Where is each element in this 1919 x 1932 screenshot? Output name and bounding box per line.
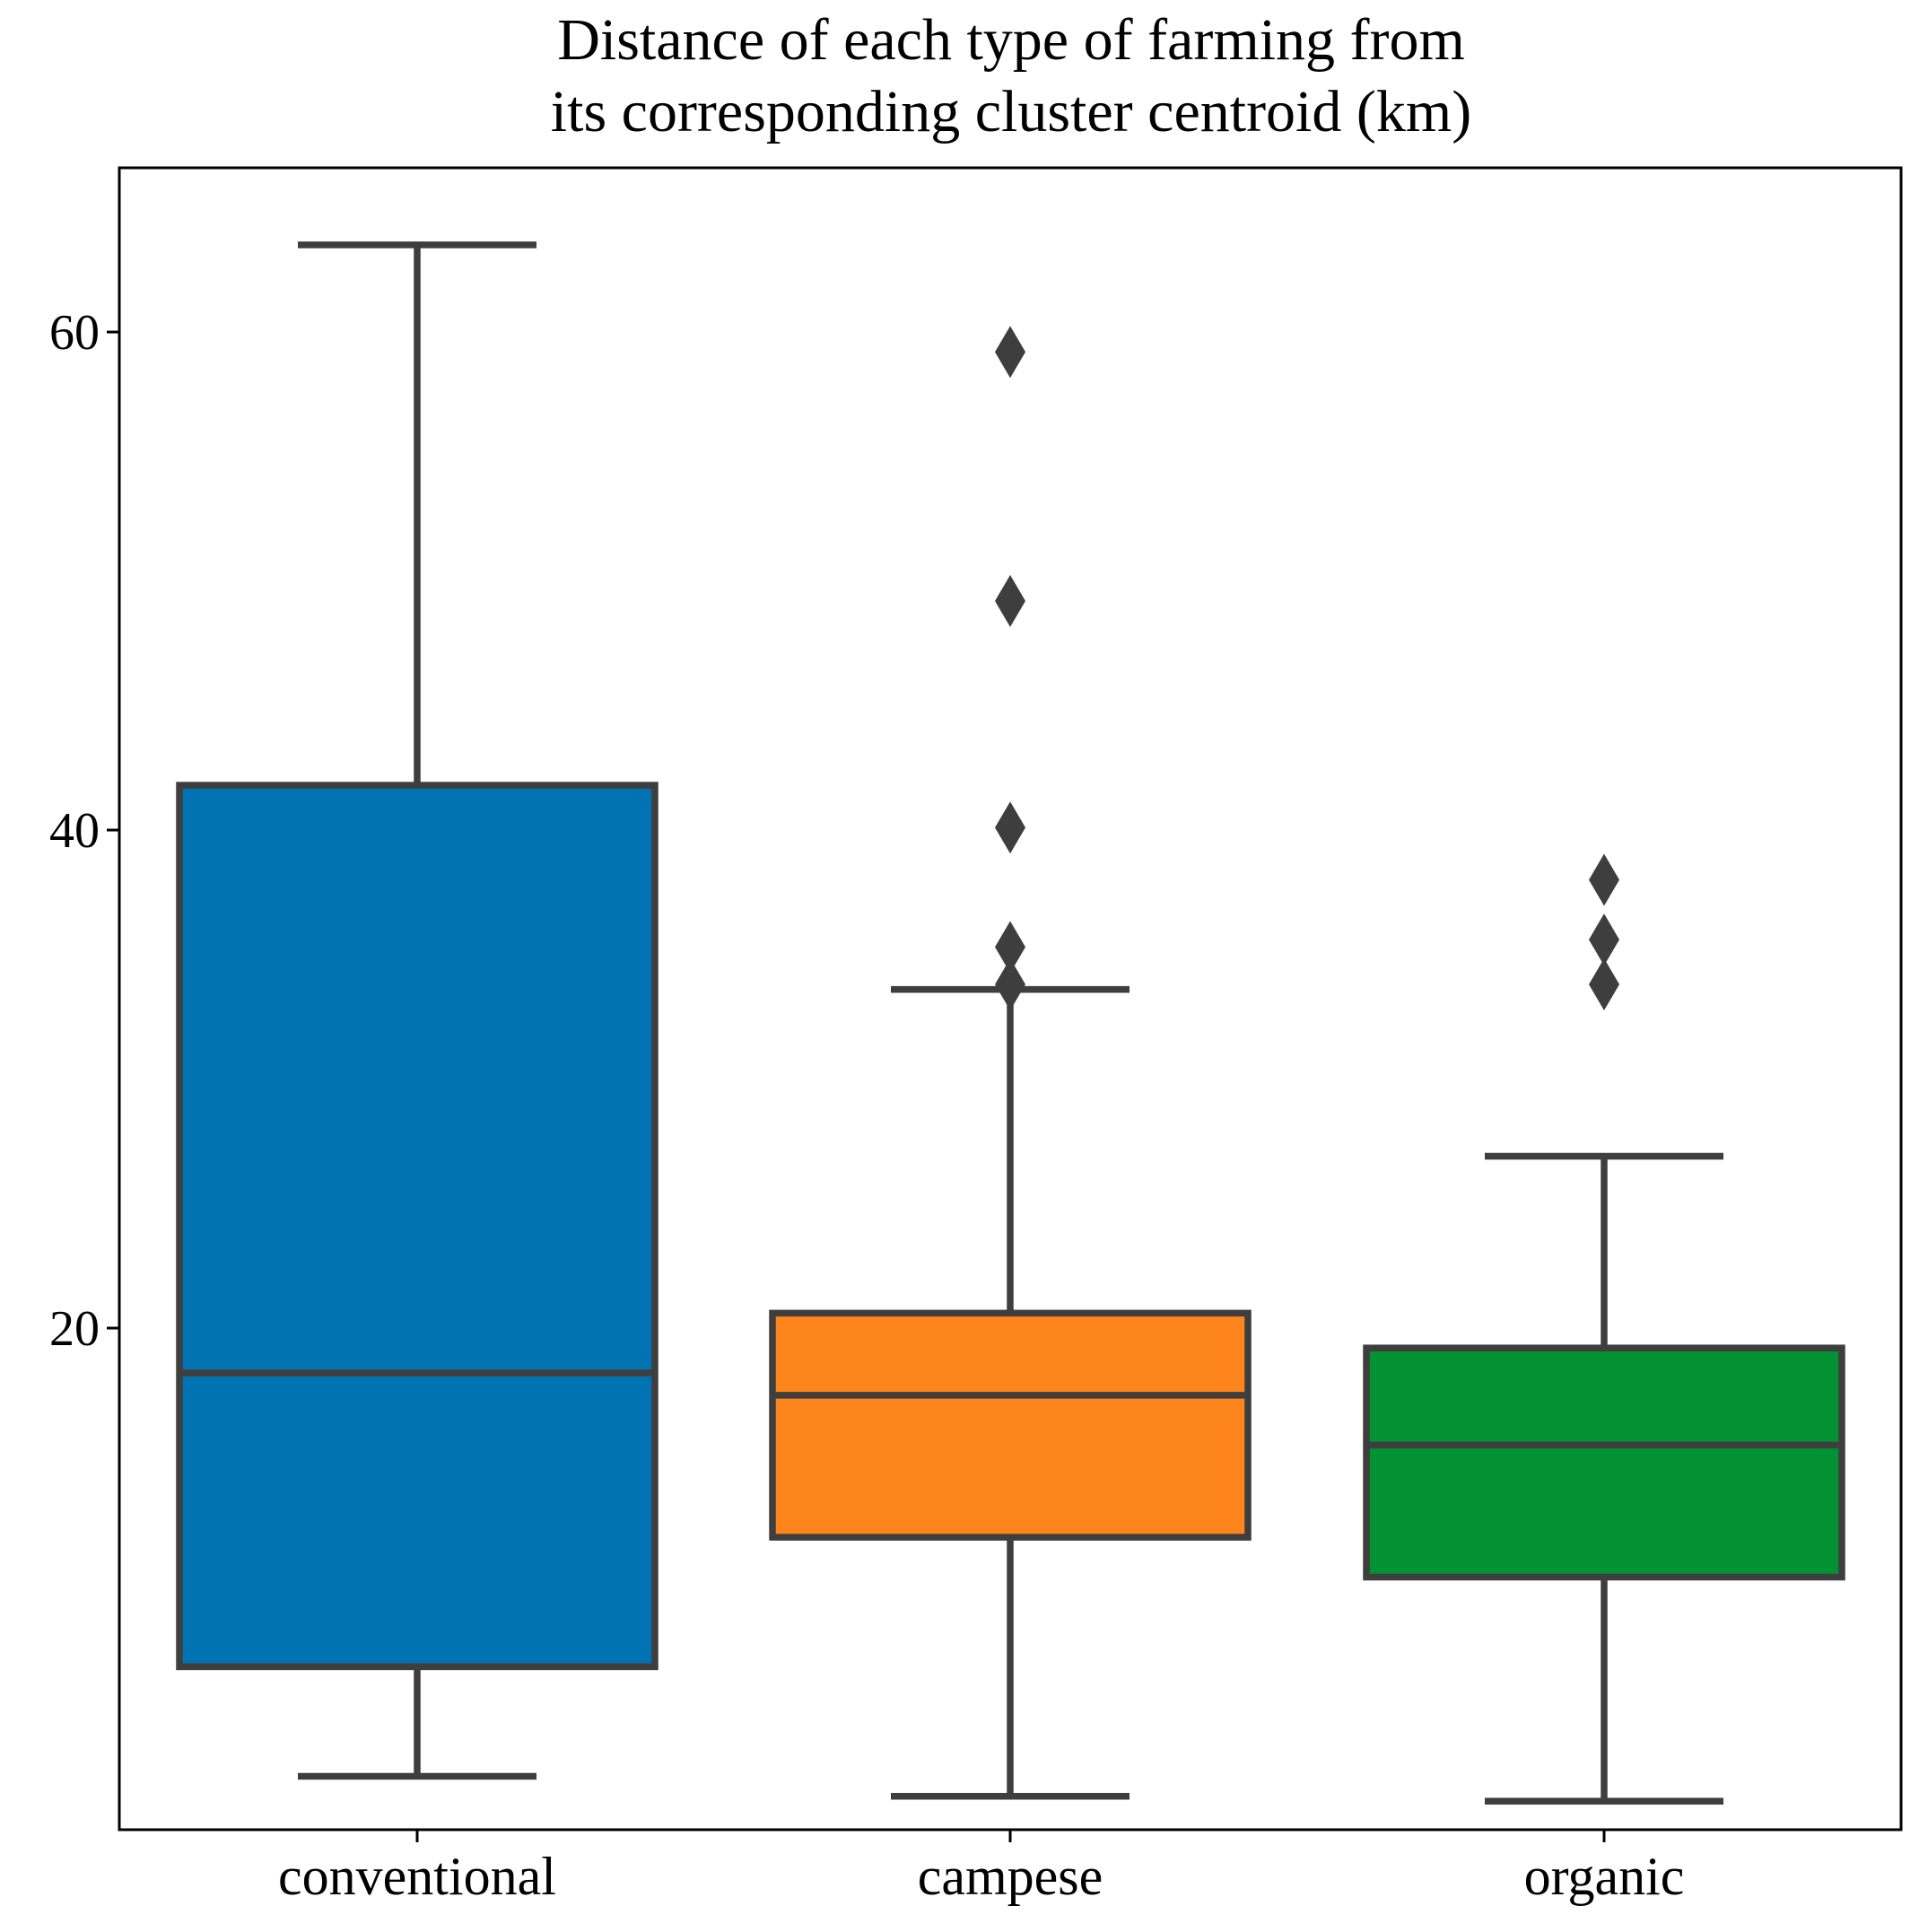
y-tick-label-60: 60 bbox=[49, 305, 100, 361]
campese-outlier-1 bbox=[995, 326, 1025, 379]
campese-outlier-4 bbox=[995, 921, 1025, 974]
organic-box bbox=[1363, 1344, 1845, 1581]
x-tick-label-campese: campese bbox=[918, 1847, 1103, 1906]
campese-box bbox=[769, 1309, 1252, 1541]
x-tick-label-organic: organic bbox=[1524, 1847, 1685, 1906]
organic-outlier-3 bbox=[1589, 958, 1619, 1011]
y-tick-label-40: 40 bbox=[49, 803, 100, 859]
organic-outlier-2 bbox=[1589, 914, 1619, 966]
chart-title-line-1: Distance of each type of farming from bbox=[557, 7, 1465, 73]
plot-area: 20 40 60 conventional campese organic bbox=[49, 166, 1903, 1906]
conventional-box bbox=[176, 782, 659, 1671]
organic-outlier-1 bbox=[1589, 853, 1619, 906]
campese-outlier-2 bbox=[995, 574, 1025, 627]
x-tick-label-conventional: conventional bbox=[278, 1847, 556, 1906]
campese-outlier-3 bbox=[995, 801, 1025, 854]
chart-title-line-2: its corresponding cluster centroid (km) bbox=[551, 79, 1471, 144]
y-tick-label-20: 20 bbox=[49, 1301, 100, 1357]
campese-outlier-5 bbox=[995, 958, 1025, 1011]
